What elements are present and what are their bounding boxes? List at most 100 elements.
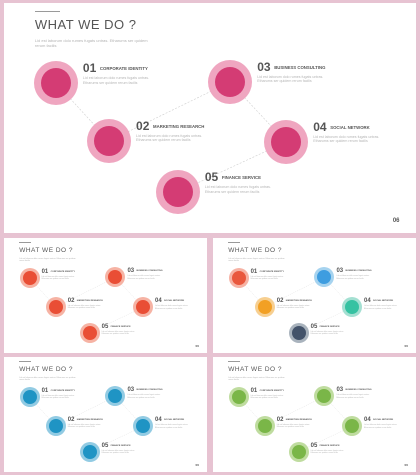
service-number: 03 [336, 268, 344, 275]
page-number: 06 [195, 344, 199, 349]
slide-title: WHAT WE DO ? [19, 247, 74, 255]
service-description: Lid est laborum dolo rumes fugats untras… [364, 305, 398, 310]
service-description: Lid est laborum dolo rumes fugats untras… [336, 275, 370, 280]
service-description: Lid est laborum dolo rumes fugats untras… [67, 424, 101, 429]
service-label: FINANCE SERVICE [110, 444, 131, 447]
service-description: Lid est laborum dolo rumes fugats untras… [364, 424, 398, 429]
title-rule [19, 360, 32, 362]
circle-core-icon [108, 270, 123, 285]
service-number: 05 [204, 170, 219, 185]
service-label: MARKETING RESEARCH [76, 419, 103, 421]
service-description: Lid est laborum dolo rumes fugats untras… [82, 76, 150, 85]
service-description: Lid est laborum dolo rumes fugats untras… [310, 449, 344, 454]
circle-core-icon [231, 271, 246, 286]
service-label: BUSINESS CONSULTING [274, 64, 326, 70]
connector-lines [55, 81, 287, 193]
service-label: FINANCE SERVICE [319, 325, 340, 328]
service-label: BUSINESS CONSULTING [345, 389, 372, 392]
circle-core-icon [291, 325, 306, 340]
service-description: Lid est laborum dolo rumes fugats untras… [127, 275, 161, 280]
service-label: CORPORATE IDENTITY [50, 390, 75, 393]
main-slide: WHAT WE DO ? Lid est laborum dolo rumes … [4, 3, 416, 233]
circle-core-icon [108, 389, 123, 404]
circle-core-icon [271, 126, 302, 157]
service-description: Lid est laborum dolo rumes fugats untras… [101, 330, 135, 335]
service-description: Lid est laborum dolo rumes fugats untras… [101, 449, 135, 454]
slide-subtitle: Lid est laborum dolo rumes fugats untras… [19, 376, 76, 382]
thumbnail-slide-red[interactable]: WHAT WE DO ? Lid est laborum dolo rumes f… [4, 238, 207, 353]
circle-core-icon [257, 419, 272, 433]
circle-core-icon [345, 300, 360, 315]
service-number: 01 [82, 61, 97, 76]
service-number: 04 [364, 417, 371, 424]
circle-core-icon [317, 270, 332, 285]
page-number: 06 [404, 463, 408, 468]
title-rule [34, 10, 60, 12]
service-description: Lid est laborum dolo rumes fugats untras… [257, 74, 324, 84]
service-description: Lid est laborum dolo rumes fugats untras… [250, 276, 284, 281]
title-rule [228, 360, 241, 362]
circle-core-icon [82, 325, 97, 340]
service-label: CORPORATE IDENTITY [99, 66, 148, 72]
service-label: BUSINESS CONSULTING [345, 270, 372, 273]
service-label: MARKETING RESEARCH [285, 300, 312, 302]
connector-lines [238, 396, 353, 452]
service-number: 01 [250, 388, 258, 395]
service-label: CORPORATE IDENTITY [50, 271, 75, 274]
service-label: SOCIAL NETWORK [330, 124, 370, 130]
connector-lines [29, 277, 144, 333]
service-description: Lid est laborum dolo rumes fugats untras… [310, 330, 344, 335]
service-description: Lid est laborum dolo rumes fugats untras… [155, 424, 189, 429]
circle-core-icon [22, 390, 37, 405]
slide-subtitle: Lid est laborum dolo rumes fugats untras… [19, 257, 76, 263]
thumbnail-slide-green[interactable]: WHAT WE DO ? Lid est laborum dolo rumes f… [213, 357, 416, 472]
service-description: Lid est laborum dolo rumes fugats untras… [336, 394, 370, 399]
circle-core-icon [215, 66, 246, 97]
service-label: MARKETING RESEARCH [153, 124, 205, 129]
page-number: 06 [195, 463, 199, 468]
service-number: 03 [336, 387, 344, 394]
slide-title: WHAT WE DO ? [34, 16, 137, 32]
service-description: Lid est laborum dolo rumes fugats untras… [136, 134, 203, 143]
service-description: Lid est laborum dolo rumes fugats untras… [276, 305, 310, 310]
service-description: Lid est laborum dolo rumes fugats untras… [127, 394, 161, 399]
service-number: 01 [250, 269, 258, 276]
service-description: Lid est laborum dolo rumes fugats untras… [155, 305, 189, 310]
service-number: 02 [276, 417, 284, 423]
slide-title: WHAT WE DO ? [19, 366, 74, 374]
service-number: 02 [136, 119, 150, 133]
circle-core-icon [82, 444, 97, 459]
service-number: 02 [67, 298, 75, 304]
service-description: Lid est laborum dolo rumes fugats untras… [67, 305, 101, 310]
service-label: SOCIAL NETWORK [164, 300, 185, 303]
service-number: 04 [155, 417, 162, 424]
thumbnail-slide-blue[interactable]: WHAT WE DO ? Lid est laborum dolo rumes f… [4, 357, 207, 472]
service-label: FINANCE SERVICE [319, 444, 340, 447]
connector-lines [238, 277, 353, 333]
service-label: SOCIAL NETWORK [373, 300, 394, 303]
page-number: 06 [404, 344, 408, 349]
circle-core-icon [291, 444, 306, 459]
service-label: MARKETING RESEARCH [76, 300, 103, 302]
circle-core-icon [162, 177, 193, 208]
circle-core-icon [345, 419, 360, 434]
service-description: Lid est laborum dolo rumes fugats untras… [250, 395, 284, 400]
service-number: 05 [101, 442, 109, 449]
circle-core-icon [136, 300, 151, 315]
service-number: 02 [276, 298, 284, 304]
service-description: Lid est laborum dolo rumes fugats untras… [313, 134, 380, 144]
service-number: 01 [41, 269, 49, 276]
circle-core-icon [231, 390, 246, 405]
circle-core-icon [48, 419, 63, 433]
service-label: MARKETING RESEARCH [285, 419, 312, 421]
thumbnail-slide-multicolor[interactable]: WHAT WE DO ? Lid est laborum dolo rumes f… [213, 238, 416, 353]
service-number: 03 [127, 387, 135, 394]
title-rule [228, 241, 241, 243]
service-label: SOCIAL NETWORK [373, 419, 394, 422]
service-label: SOCIAL NETWORK [164, 419, 185, 422]
service-number: 04 [313, 119, 327, 134]
circle-core-icon [22, 271, 37, 286]
circle-core-icon [94, 126, 125, 156]
service-description: Lid est laborum dolo rumes fugats untras… [204, 185, 271, 194]
service-number: 05 [101, 323, 109, 330]
